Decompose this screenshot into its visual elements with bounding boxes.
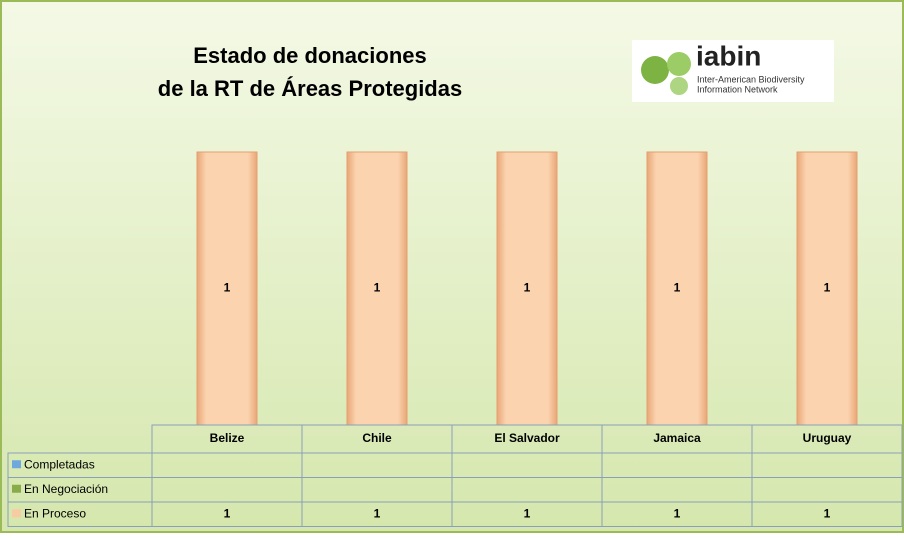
legend-label: En Negociación bbox=[24, 482, 108, 496]
legend-label: Completadas bbox=[24, 457, 95, 471]
x-tick-label: Jamaica bbox=[653, 431, 701, 445]
logo-name: iabin bbox=[696, 40, 761, 71]
table-value: 1 bbox=[224, 506, 231, 520]
chart-title: de la RT de Áreas Protegidas bbox=[158, 76, 462, 101]
bar bbox=[496, 151, 558, 426]
x-tick-label: Belize bbox=[210, 431, 245, 445]
x-tick-label: El Salvador bbox=[494, 431, 560, 445]
logo: iabin Inter-American Biodiversity Inform… bbox=[632, 40, 834, 102]
table-value: 1 bbox=[524, 506, 531, 520]
data-label: 1 bbox=[824, 281, 831, 295]
legend-label: En Proceso bbox=[24, 506, 86, 520]
table-value: 1 bbox=[674, 506, 681, 520]
legend-key bbox=[12, 509, 21, 518]
bar bbox=[346, 151, 408, 426]
table-value: 1 bbox=[374, 506, 381, 520]
x-tick-label: Chile bbox=[362, 431, 392, 445]
data-label: 1 bbox=[674, 281, 681, 295]
table-value: 1 bbox=[824, 506, 831, 520]
logo-subtitle: Inter-American Biodiversity bbox=[697, 74, 805, 84]
logo-icon bbox=[667, 52, 691, 76]
logo-icon bbox=[641, 56, 669, 84]
data-label: 1 bbox=[374, 281, 381, 295]
table-row bbox=[7, 501, 903, 527]
x-tick-label: Uruguay bbox=[803, 431, 852, 445]
logo-icon bbox=[670, 77, 688, 95]
data-label: 1 bbox=[524, 281, 531, 295]
chart-title: Estado de donaciones bbox=[193, 43, 427, 68]
legend-key bbox=[12, 484, 21, 493]
logo-subtitle: Information Network bbox=[697, 84, 778, 94]
bar bbox=[196, 151, 258, 426]
data-label: 1 bbox=[224, 281, 231, 295]
legend-key bbox=[12, 460, 21, 469]
